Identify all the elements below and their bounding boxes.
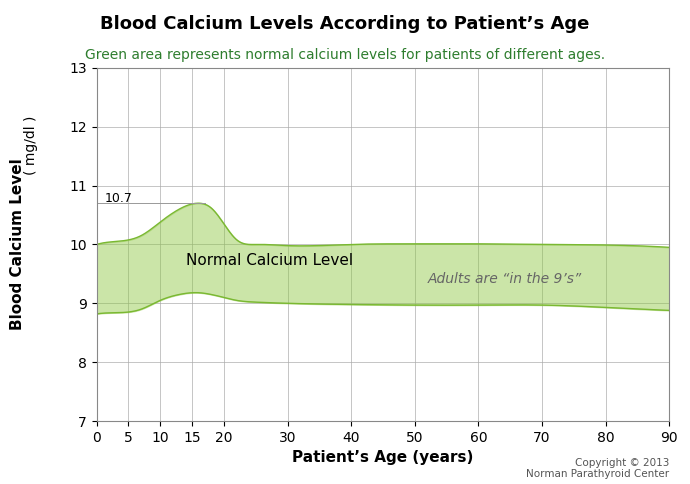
Text: ( mg/dl ): ( mg/dl ) — [23, 116, 38, 175]
X-axis label: Patient’s Age (years): Patient’s Age (years) — [293, 450, 473, 465]
Text: Green area represents normal calcium levels for patients of different ages.: Green area represents normal calcium lev… — [85, 48, 605, 62]
Y-axis label: Blood Calcium Level: Blood Calcium Level — [10, 159, 25, 330]
Text: Copyright © 2013
Norman Parathyroid Center: Copyright © 2013 Norman Parathyroid Cent… — [526, 457, 669, 479]
Text: 10.7: 10.7 — [104, 192, 132, 205]
Text: Blood Calcium Levels According to Patient’s Age: Blood Calcium Levels According to Patien… — [100, 15, 590, 32]
Text: Normal Calcium Level: Normal Calcium Level — [186, 253, 353, 268]
Text: Adults are “in the 9’s”: Adults are “in the 9’s” — [428, 272, 582, 286]
